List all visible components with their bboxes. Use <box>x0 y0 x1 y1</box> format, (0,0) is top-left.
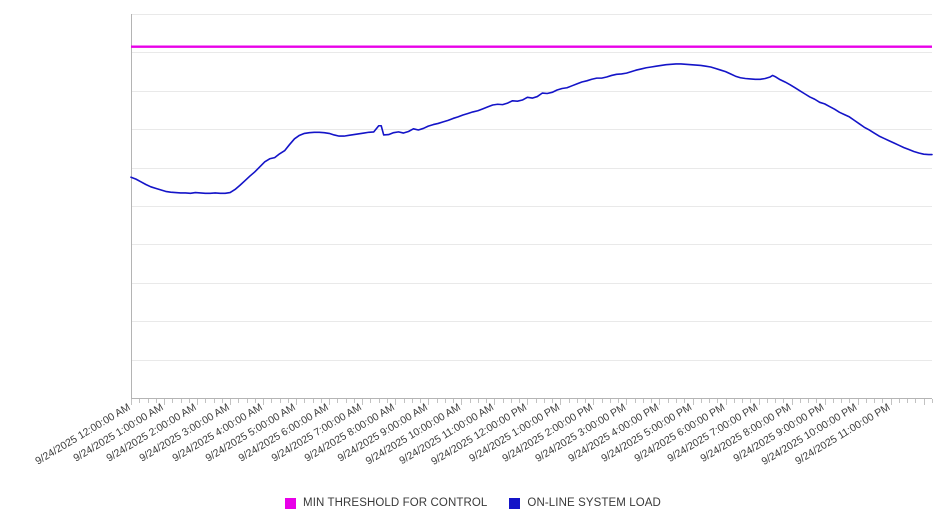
online-system-load-line <box>130 63 933 195</box>
legend-item-min-threshold[interactable]: MIN THRESHOLD FOR CONTROL <box>285 497 487 509</box>
online-system-load-line-group <box>130 63 933 195</box>
legend-item-online-system-load[interactable]: ON-LINE SYSTEM LOAD <box>509 497 661 509</box>
legend-swatch-blue-icon <box>509 497 521 509</box>
chart-legend: MIN THRESHOLD FOR CONTROL ON-LINE SYSTEM… <box>0 497 946 509</box>
legend-label-min-threshold: MIN THRESHOLD FOR CONTROL <box>303 497 488 509</box>
legend-label-online-system-load: ON-LINE SYSTEM LOAD <box>527 497 661 509</box>
x-axis-tick-labels-group: 9/24/2025 12:00:00 AM9/24/2025 1:00:00 A… <box>33 401 892 468</box>
axis-lines-group <box>131 14 932 399</box>
legend-swatch-magenta-icon <box>285 497 297 509</box>
x-axis-tick-marks <box>131 399 933 405</box>
